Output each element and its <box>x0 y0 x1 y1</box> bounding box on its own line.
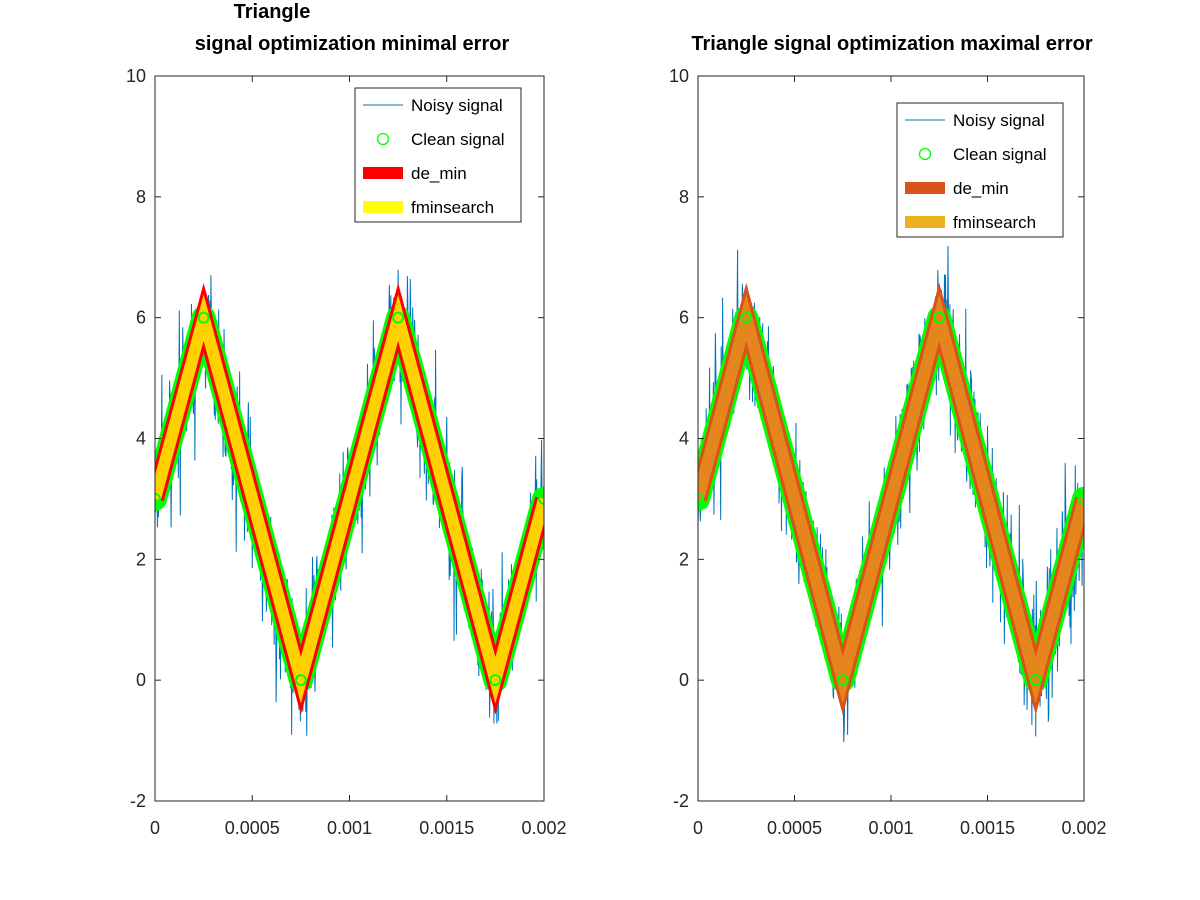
x-tick-label: 0.001 <box>868 818 913 838</box>
clean-signal-point <box>933 311 946 324</box>
x-tick-label: 0 <box>150 818 160 838</box>
legend-label: fminsearch <box>411 198 494 217</box>
clean-signal-point <box>836 674 849 687</box>
legend-swatch-clean <box>918 147 932 161</box>
clean-signal-point <box>155 492 161 505</box>
x-tick-label: 0.002 <box>1061 818 1106 838</box>
fminsearch-line <box>698 294 1084 704</box>
legend-box <box>354 87 522 223</box>
y-tick-label: 6 <box>679 308 689 328</box>
plot-area <box>698 246 1084 743</box>
y-tick-label: 10 <box>126 66 146 86</box>
legend: Noisy signal Clean signal de_min fminsearch <box>354 87 522 223</box>
y-tick-label: 2 <box>136 549 146 569</box>
legend: Noisy signal Clean signal de_min fminsearch <box>896 102 1064 238</box>
legend-box <box>896 102 1064 238</box>
legend-swatch-clean <box>376 132 390 146</box>
y-tick-label: 0 <box>136 670 146 690</box>
clean-signal-point <box>1078 492 1084 505</box>
chart-title: signal optimization minimal error <box>195 33 510 55</box>
y-tick-label: 0 <box>679 670 689 690</box>
x-tick-label: 0.0005 <box>767 818 822 838</box>
clean-signal-point <box>740 311 753 324</box>
x-tick-label: 0 <box>693 818 703 838</box>
y-tick-label: 6 <box>136 308 146 328</box>
y-tick-label: -2 <box>130 791 146 811</box>
x-tick-label: 0.001 <box>327 818 372 838</box>
clean-signal-point <box>392 311 405 324</box>
clean-signal-point <box>294 674 307 687</box>
y-tick-label: -2 <box>673 791 689 811</box>
y-tick-label: 8 <box>679 187 689 207</box>
y-tick-label: 10 <box>669 66 689 86</box>
legend-label: de_min <box>953 179 1009 198</box>
chart-title: Triangle signal optimization maximal err… <box>691 33 1092 55</box>
legend-label: fminsearch <box>953 213 1036 232</box>
plot-area <box>155 269 544 736</box>
x-tick-label: 0.002 <box>521 818 566 838</box>
y-tick-label: 4 <box>679 429 689 449</box>
y-tick-label: 8 <box>136 187 146 207</box>
x-tick-label: 0.0015 <box>419 818 474 838</box>
legend-label: de_min <box>411 164 467 183</box>
y-tick-label: 2 <box>679 549 689 569</box>
legend-label: Clean signal <box>953 145 1047 164</box>
x-tick-label: 0.0015 <box>960 818 1015 838</box>
clean-signal-point <box>538 492 544 505</box>
legend-label: Noisy signal <box>953 111 1045 130</box>
chart-title: Triangle <box>234 1 311 23</box>
fminsearch-line <box>155 294 544 704</box>
legend-label: Noisy signal <box>411 96 503 115</box>
legend-label: Clean signal <box>411 130 505 149</box>
y-tick-label: 4 <box>136 429 146 449</box>
clean-signal-point <box>197 311 210 324</box>
clean-signal-point <box>698 492 704 505</box>
x-tick-label: 0.0005 <box>225 818 280 838</box>
clean-signal-point <box>489 674 502 687</box>
clean-signal-point <box>1029 674 1042 687</box>
